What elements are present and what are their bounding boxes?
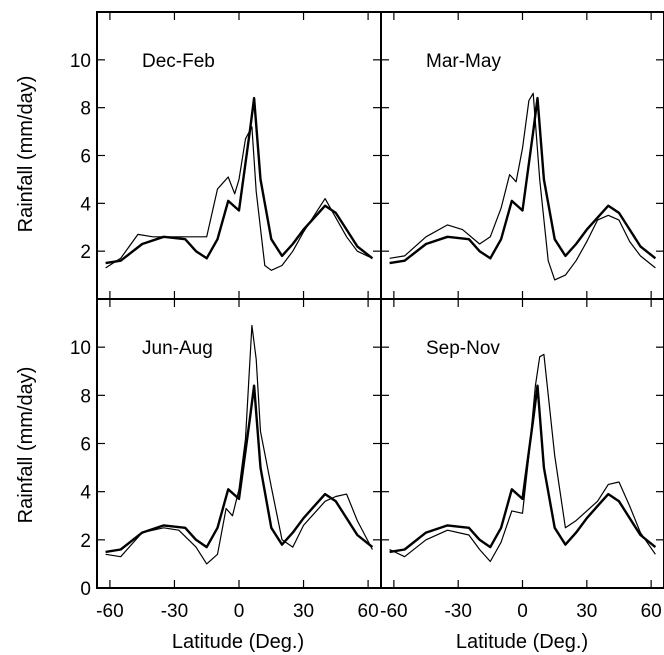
series-line-thick xyxy=(389,384,657,554)
panel-frame xyxy=(380,298,664,589)
x-tick-label: 0 xyxy=(234,601,245,622)
y-tick-label: 6 xyxy=(80,147,91,168)
y-tick-label: 4 xyxy=(80,483,91,504)
x-tick-label: -30 xyxy=(444,601,471,622)
series-line-thin xyxy=(105,324,373,565)
series-line-thick xyxy=(389,96,657,265)
panel-sep-nov: -60 -30 0 30 60 Sep-Nov xyxy=(380,298,664,622)
x-axis-label-left: Latitude (Deg.) xyxy=(172,631,304,653)
y-tick-label: 4 xyxy=(80,194,91,215)
y-tick-label: 2 xyxy=(80,531,91,552)
panel-frame xyxy=(380,11,664,300)
series-line-thick xyxy=(105,384,374,554)
y-tick-label: 10 xyxy=(70,338,91,359)
y-axis-label-bottom: Rainfall (mm/day) xyxy=(15,367,37,524)
x-tick-label: 30 xyxy=(576,601,597,622)
panel-frame xyxy=(96,298,382,589)
panel-title: Sep-Nov xyxy=(426,338,500,359)
x-tick-label: 60 xyxy=(358,601,379,622)
panel-dec-feb: 2 4 6 8 10 Dec-Feb xyxy=(70,11,382,300)
panel-title: Jun-Aug xyxy=(142,338,213,359)
y-tick-label: 6 xyxy=(80,435,91,456)
x-tick-label: 60 xyxy=(641,601,662,622)
panel-jun-aug: 0 2 4 6 8 10 -60 -30 0 30 60 Jun-Aug xyxy=(70,298,382,622)
y-axis-label-top: Rainfall (mm/day) xyxy=(15,76,37,233)
y-tick-label: 0 xyxy=(80,579,91,600)
series-line-thin xyxy=(389,92,656,281)
x-tick-label: -60 xyxy=(380,601,407,622)
series-line-thin xyxy=(105,126,373,271)
x-axis-label-right: Latitude (Deg.) xyxy=(456,631,588,653)
y-tick-label: 2 xyxy=(80,242,91,263)
x-tick-label: 0 xyxy=(517,601,528,622)
panel-mar-may: Mar-May xyxy=(380,11,664,300)
x-tick-label: 30 xyxy=(293,601,314,622)
series-line-thick xyxy=(105,96,374,265)
y-tick-label: 10 xyxy=(70,51,91,72)
x-tick-label: -60 xyxy=(96,601,123,622)
panel-title: Dec-Feb xyxy=(142,51,215,72)
x-tick-label: -30 xyxy=(161,601,188,622)
y-tick-label: 8 xyxy=(80,386,91,407)
panel-frame xyxy=(96,11,382,300)
panel-title: Mar-May xyxy=(426,51,501,72)
y-tick-label: 8 xyxy=(80,99,91,120)
series-line-thin xyxy=(389,353,656,563)
